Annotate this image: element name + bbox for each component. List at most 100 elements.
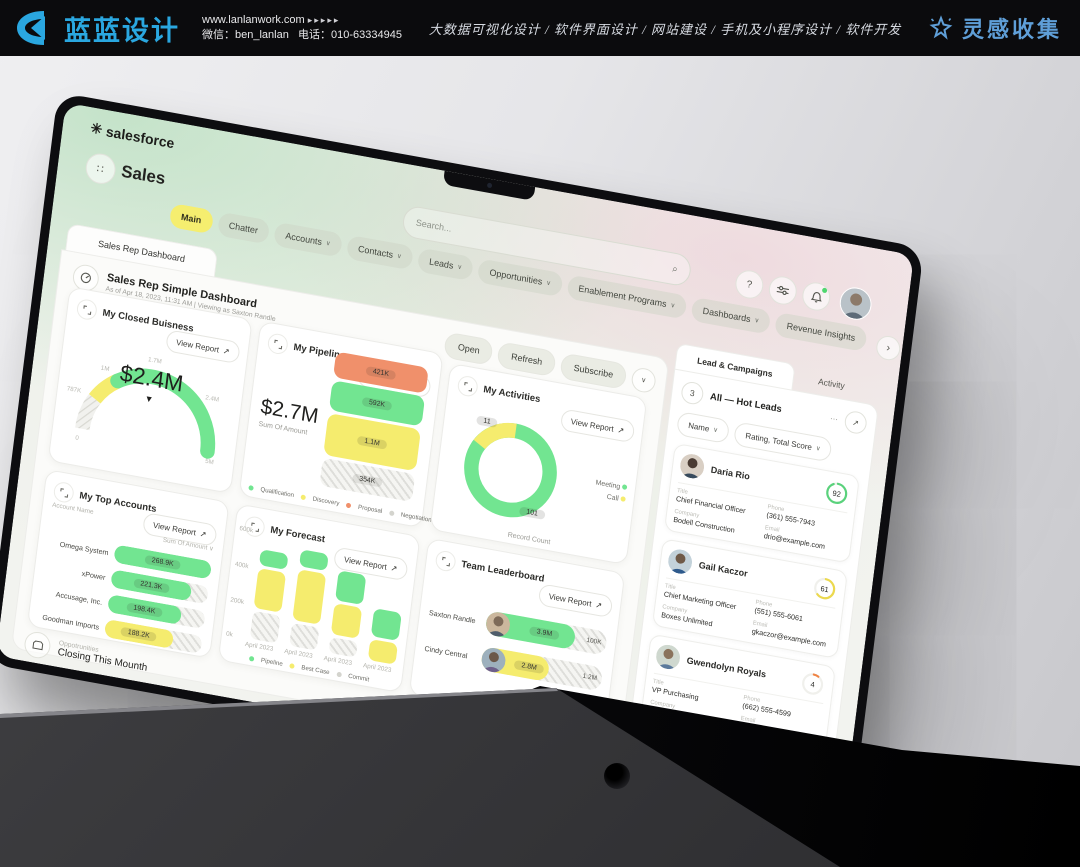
services-text: 大数据可视化设计 / 软件界面设计 / 网站建设 / 手机及小程序设计 / 软件… [428,21,902,37]
leaderboard-rows: Saxton Randle 100K 3.9M Cin [423,588,609,692]
desk-hole [604,763,630,789]
card-my-top-accounts: My Top Accounts View Report ↗ Account Na… [26,468,230,659]
card-my-pipeline: My Pipeline View Report ↗ $2.7M Sum Of A… [238,320,444,529]
star-sparkle-icon [929,15,953,40]
nav-item-main[interactable]: Main [168,202,214,235]
avatar [654,642,682,672]
search-icon: ⌕ [671,263,679,276]
camera-notch [442,170,536,201]
expand-icon[interactable] [52,480,75,505]
phone-label: 电话： [298,29,332,41]
svg-text:5M: 5M [205,458,214,466]
avatar [484,610,512,639]
nav-item-chatter[interactable]: Chatter [216,211,271,245]
sliders-icon [776,285,790,296]
chevron-down-icon: ∨ [753,316,760,325]
settings-sliders-button[interactable] [767,274,799,307]
chevron-down-icon: ∨ [545,279,552,288]
donut-legend: Meeting Call [594,479,628,504]
donut-chart [464,422,557,518]
bell-icon [810,291,822,303]
lead-card[interactable]: Gail Kaczor Title Chief Marketing Office… [651,538,848,659]
nav-item-leads[interactable]: Leads ∨ [416,247,475,282]
list-item: Saxton Randle 100K 3.9M [428,600,608,656]
arrow-up-right-icon: ↗ [222,345,231,356]
lead-score-ring: 61 [810,573,839,603]
chevron-down-icon: ∨ [325,239,331,248]
expand-icon[interactable] [456,374,479,398]
svg-text:0: 0 [75,434,80,442]
list-item: Cindy Central 1.2M 2.8M [423,636,604,692]
filter-name[interactable]: Name ∨ [676,411,731,445]
forecast-column[interactable] [367,608,402,665]
open-button[interactable]: Open [443,331,495,366]
notifications-button[interactable] [800,280,832,313]
lead-score: 4 [809,679,816,689]
chevron-down-icon: ∨ [670,301,676,310]
forecast-column[interactable] [289,549,329,651]
avatar [480,646,507,675]
lead-score: 92 [832,488,842,499]
expand-icon[interactable] [434,549,457,573]
lead-count-badge: 3 [680,380,705,406]
panel-footer: Oppotrunities Closing This Mounth [23,629,149,678]
card-title: Team Leaderboard [460,558,546,585]
chevron-down-icon: ∨ [712,426,719,435]
arrow-up-right-icon: ↗ [594,599,603,610]
y-tick: 600k [238,525,254,535]
x-tick: April 2023 [283,647,314,660]
salesforce-star-icon: ✳ [89,119,104,138]
nav-item-opportunities[interactable]: Opportunities ∨ [477,258,564,298]
card-title: My Closed Buisness [101,306,195,335]
laptop: ✳ salesforce ∷ Sales Search... ⌕ ? [0,92,925,820]
expand-icon[interactable] [266,332,289,356]
y-tick: 200k [229,596,245,606]
menu-dots-icon[interactable]: ⋯ [829,413,839,424]
lead-card[interactable]: Daria Rio Title Chief Financial Officer … [663,442,861,564]
collect-label: 灵感收集 [961,17,1062,42]
y-tick: 0k [225,630,234,639]
dashboard-icon [71,262,101,294]
nav-item-dashboards[interactable]: Dashboards ∨ [690,296,772,335]
expand-icon[interactable] [243,515,266,539]
search-placeholder: Search... [415,217,453,234]
nav-item-overflow[interactable]: R [870,329,873,355]
dashboard-panel: Sales Rep Simple Dashboard As of Apr 18,… [10,249,670,758]
x-tick: April 2023 [323,655,353,668]
pipeline-total-block: $2.7M Sum Of Amount [258,395,320,438]
x-tick: April 2023 [362,662,392,675]
lead-score: 61 [820,583,830,594]
more-actions-button[interactable]: ∨ [630,366,657,395]
app-title: Sales [120,161,167,189]
lanlan-logo-icon [17,11,45,45]
nav-item-accounts[interactable]: Accounts ∨ [273,221,343,258]
card-my-closed-business: My Closed Buisness View Report ↗ 0 [47,286,253,494]
nav-item-contacts[interactable]: Contacts ∨ [345,234,415,271]
nav-scroll-right-button[interactable]: › [874,334,902,363]
lead-card[interactable]: Gwendolyn Royals Title VP Purchasing Com… [639,633,836,755]
forecast-column[interactable] [249,549,289,644]
card-title: My Activities [482,383,542,405]
wechat-label: 微信： [202,29,235,41]
card-title: My Forecast [269,524,326,545]
inspiration-collect: 灵感收集 [928,12,1080,44]
svg-text:2.4M: 2.4M [205,394,220,403]
laptop-screen: ✳ salesforce ∷ Sales Search... ⌕ ? [0,102,915,809]
website-text: www.lanlanwork.com [202,14,305,26]
app-launcher-icon[interactable]: ∷ [83,151,118,187]
arrow-up-right-icon: ↗ [390,562,398,574]
dashboard-header: Sales Rep Simple Dashboard As of Apr 18,… [71,262,278,325]
wechat-value: ben_lanlan [235,29,289,41]
user-avatar[interactable] [837,284,874,323]
svg-text:1M: 1M [100,365,109,373]
card-my-activities: My Activities View Report ↗ 11 101 Meeti… [429,362,648,566]
camera-icon [486,182,493,189]
svg-text:787K: 787K [66,385,82,395]
brand-block: 蓝蓝设计 www.lanlanwork.com ▸▸▸▸▸ 微信：ben_lan… [0,8,402,48]
card-my-forecast: My Forecast View Report ↗ 600k 400k 200k… [217,503,421,694]
opportunities-icon [23,629,52,661]
open-list-button[interactable]: ↗ [843,409,868,436]
help-button[interactable]: ? [733,268,765,301]
forecast-column[interactable] [328,570,367,658]
expand-icon[interactable] [75,297,98,322]
